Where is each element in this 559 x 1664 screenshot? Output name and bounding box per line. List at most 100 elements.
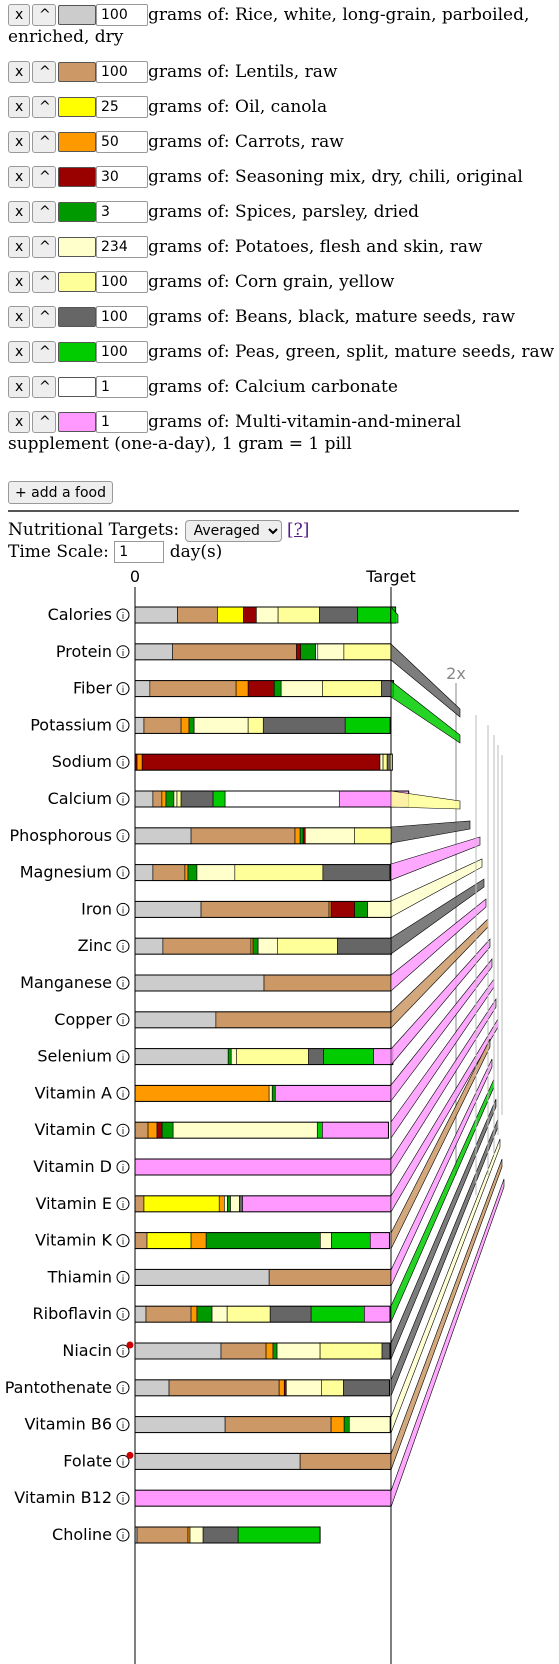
overflow-ribbon	[390, 1158, 503, 1471]
bar-segment	[237, 1526, 321, 1544]
move-up-button[interactable]: ^	[32, 96, 56, 118]
info-icon	[116, 939, 130, 953]
remove-food-button[interactable]: x	[8, 376, 30, 398]
food-color-swatch[interactable]	[58, 167, 96, 187]
bar-segment	[277, 937, 338, 955]
food-color-swatch[interactable]	[58, 412, 96, 432]
move-up-button[interactable]: ^	[32, 166, 56, 188]
quantity-input[interactable]	[96, 411, 148, 433]
food-color-swatch[interactable]	[58, 272, 96, 292]
bar-segment	[149, 680, 237, 697]
food-color-swatch[interactable]	[58, 377, 96, 397]
food-label: grams of: Carrots, raw	[148, 132, 344, 152]
quantity-input[interactable]	[96, 376, 148, 398]
bar-segment	[250, 937, 254, 955]
bar-segment	[134, 1085, 270, 1102]
overflow-ribbon	[390, 643, 461, 718]
move-up-button[interactable]: ^	[32, 411, 56, 433]
info-icon-glyph: i	[122, 759, 125, 769]
bar-segment	[315, 643, 319, 661]
info-icon-glyph: i	[122, 1090, 125, 1100]
bar-segment	[273, 680, 282, 697]
nutrient-label: Thiamin	[47, 1267, 112, 1286]
bar-segment	[308, 1048, 324, 1065]
food-color-swatch[interactable]	[58, 5, 96, 25]
food-row: x^grams of: Rice, white, long-grain, par…	[8, 4, 556, 48]
remove-food-button[interactable]: x	[8, 306, 30, 328]
bar-segment	[136, 753, 143, 771]
quantity-input[interactable]	[96, 271, 148, 293]
bar-segment	[190, 1305, 198, 1323]
move-up-button[interactable]: ^	[32, 341, 56, 363]
info-icon-glyph: i	[122, 1458, 125, 1468]
food-color-swatch[interactable]	[58, 307, 96, 327]
bar-segment	[227, 1195, 231, 1213]
move-up-button[interactable]: ^	[32, 201, 56, 223]
bar-segment	[364, 1305, 391, 1323]
bar-outline	[134, 1526, 321, 1544]
food-color-swatch[interactable]	[58, 97, 96, 117]
move-up-button[interactable]: ^	[32, 271, 56, 293]
remove-food-button[interactable]: x	[8, 236, 30, 258]
time-scale-input[interactable]	[114, 541, 165, 563]
remove-food-button[interactable]: x	[8, 166, 30, 188]
bar-segment	[147, 1121, 158, 1139]
food-label: grams of: Rice, white, long-grain, parbo…	[8, 5, 530, 47]
quantity-input[interactable]	[96, 166, 148, 188]
quantity-input[interactable]	[96, 201, 148, 223]
time-unit-label: day(s)	[169, 542, 223, 562]
bar-segment	[381, 1342, 391, 1360]
quantity-input[interactable]	[96, 4, 148, 26]
bar-segment	[337, 937, 392, 955]
food-row: x^ grams of: Spices, parsley, dried	[8, 201, 556, 223]
nutrient-label: Choline	[52, 1525, 112, 1544]
add-food-button[interactable]: + add a food	[8, 481, 113, 504]
food-color-swatch[interactable]	[58, 342, 96, 362]
remove-food-button[interactable]: x	[8, 131, 30, 153]
info-icon	[116, 682, 130, 696]
bar-segment	[218, 1195, 225, 1213]
move-up-button[interactable]: ^	[32, 4, 56, 26]
nutrient-label: Copper	[54, 1010, 112, 1029]
remove-food-button[interactable]: x	[8, 201, 30, 223]
remove-food-button[interactable]: x	[8, 61, 30, 83]
remove-food-button[interactable]: x	[8, 4, 30, 26]
nutrient-label: Vitamin B12	[14, 1488, 112, 1507]
help-link[interactable]: [?]	[286, 520, 310, 540]
move-up-button[interactable]: ^	[32, 306, 56, 328]
quantity-input[interactable]	[96, 61, 148, 83]
bar-segment	[224, 1416, 332, 1433]
food-color-swatch[interactable]	[58, 202, 96, 222]
info-icon-glyph: i	[122, 1274, 125, 1284]
food-color-swatch[interactable]	[58, 62, 96, 82]
bar-segment	[247, 680, 275, 697]
move-up-button[interactable]: ^	[32, 131, 56, 153]
targets-select[interactable]: Averaged	[184, 520, 282, 542]
nutrient-label: Vitamin E	[36, 1194, 112, 1213]
bar-segment	[236, 1048, 309, 1065]
bar-segment	[172, 643, 297, 661]
remove-food-button[interactable]: x	[8, 341, 30, 363]
bar-segment	[343, 1379, 390, 1397]
quantity-input[interactable]	[96, 131, 148, 153]
remove-food-button[interactable]: x	[8, 96, 30, 118]
food-color-swatch[interactable]	[58, 237, 96, 257]
quantity-input[interactable]	[96, 306, 148, 328]
nutrient-label: Vitamin C	[34, 1120, 112, 1139]
quantity-input[interactable]	[96, 236, 148, 258]
bar-segment	[330, 901, 355, 918]
remove-food-button[interactable]: x	[8, 411, 30, 433]
bar-segment	[196, 1305, 213, 1323]
move-up-button[interactable]: ^	[32, 236, 56, 258]
food-color-swatch[interactable]	[58, 132, 96, 152]
bar-segment	[189, 1526, 204, 1544]
move-up-button[interactable]: ^	[32, 376, 56, 398]
info-icon-glyph: i	[122, 1017, 125, 1027]
move-up-button[interactable]: ^	[32, 61, 56, 83]
bar-segment	[220, 1342, 267, 1360]
quantity-input[interactable]	[96, 96, 148, 118]
quantity-input[interactable]	[96, 341, 148, 363]
info-icon	[116, 608, 130, 622]
overflow-ribbon	[390, 1138, 501, 1434]
remove-food-button[interactable]: x	[8, 271, 30, 293]
